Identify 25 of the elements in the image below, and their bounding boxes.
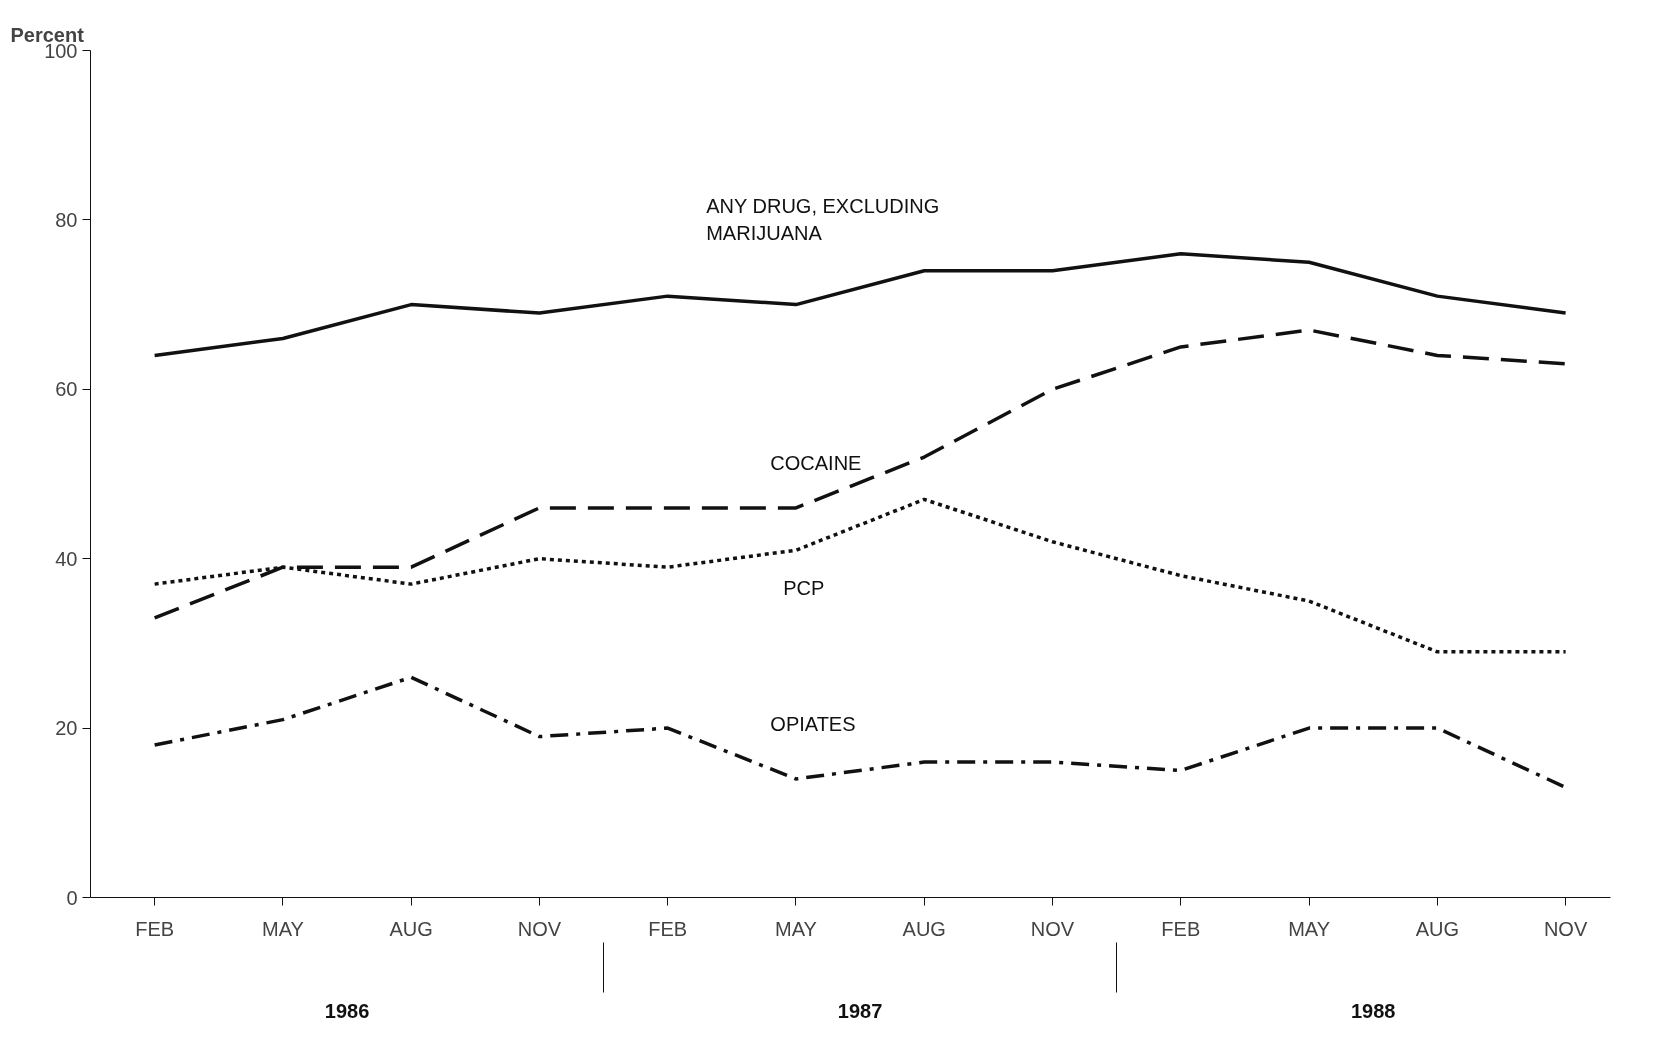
- y-tick-label: 40: [55, 547, 78, 570]
- x-tick-label: AUG: [389, 917, 433, 940]
- x-tick-label: FEB: [135, 917, 175, 940]
- y-tick-label: 60: [55, 378, 78, 401]
- x-tick-label: MAY: [1288, 917, 1330, 940]
- x-tick-label: NOV: [517, 917, 562, 940]
- series-label: PCP: [783, 577, 825, 600]
- x-tick-label: MAY: [261, 917, 304, 940]
- y-tick-label: 0: [66, 886, 78, 909]
- x-tick-label: FEB: [648, 917, 688, 940]
- series-label: OPIATES: [770, 712, 856, 735]
- text: 1988: [1350, 999, 1396, 1022]
- y-tick-label: 20: [55, 717, 78, 740]
- x-tick-label: MAY: [775, 917, 817, 940]
- x-tick-label: AUG: [1415, 917, 1460, 940]
- line-series: [152, 252, 1568, 358]
- y-tick-label: 80: [55, 208, 78, 231]
- series-label: COCAINE: [770, 452, 862, 474]
- text: 1986: [324, 999, 370, 1022]
- x-tick-label: AUG: [902, 917, 946, 940]
- x-tick-label: NOV: [1543, 917, 1588, 940]
- series-label: ANY DRUG, EXCLUDING MARIJUANA: [706, 195, 940, 244]
- x-tick-label: FEB: [1161, 917, 1201, 940]
- x-tick-label: NOV: [1030, 917, 1075, 940]
- text: 1987: [837, 999, 883, 1022]
